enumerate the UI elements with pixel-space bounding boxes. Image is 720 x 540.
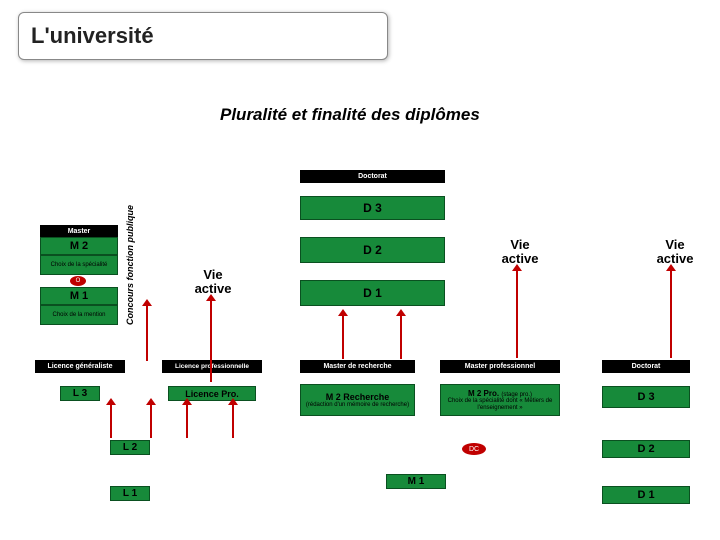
arrow-vie3 [670,270,672,358]
arrow-d1a [342,315,344,359]
arrow-d1b [400,315,402,359]
m2-box: M 2 [40,237,118,255]
d3-top: D 3 [300,196,445,220]
title-box: L'université [18,12,388,60]
d1-right: D 1 [602,486,690,504]
licence-gen-header: Licence généraliste [35,360,125,373]
dc-oval: DC [462,443,486,455]
page-title: L'université [31,23,154,49]
l3-box: L 3 [60,386,100,401]
m1-lower: M 1 [386,474,446,489]
m2p-box: M 2 Pro. (stage pro.) Choix de la spécia… [440,384,560,416]
arrow-l3b [150,404,152,438]
d2-right: D 2 [602,440,690,458]
choix-mention: Choix de la mention [40,305,118,325]
arrow-lp-a [186,404,188,438]
master-header: Master [40,225,118,237]
arrow-concours [146,305,148,361]
l2-box: L 2 [110,440,150,455]
doctorat-right-header: Doctorat [602,360,690,373]
arrow-lp-b [232,404,234,438]
arrow-vie2 [516,270,518,358]
m2r-box: M 2 Recherche (rédaction d'un mémoire de… [300,384,415,416]
vie-active-1: Vieactive [188,268,238,297]
arrow-vie1 [210,300,212,382]
master-pro-header: Master professionnel [440,360,560,373]
m1-box: M 1 [40,287,118,305]
master-rech-header: Master de recherche [300,360,415,373]
vie-active-2: Vieactive [495,238,545,267]
licence-pro-header: Licence professionnelle [162,360,262,373]
concours-label: Concours fonction publique [100,270,160,282]
d3-right: D 3 [602,386,690,408]
l1-box: L 1 [110,486,150,501]
arrow-l3a [110,404,112,438]
doctorat-header: Doctorat [300,170,445,183]
subtitle: Pluralité et finalité des diplômes [220,105,480,125]
d1-top: D 1 [300,280,445,306]
d2-top: D 2 [300,237,445,263]
vie-active-3: Vieactive [650,238,700,267]
o-oval: O [70,276,86,286]
